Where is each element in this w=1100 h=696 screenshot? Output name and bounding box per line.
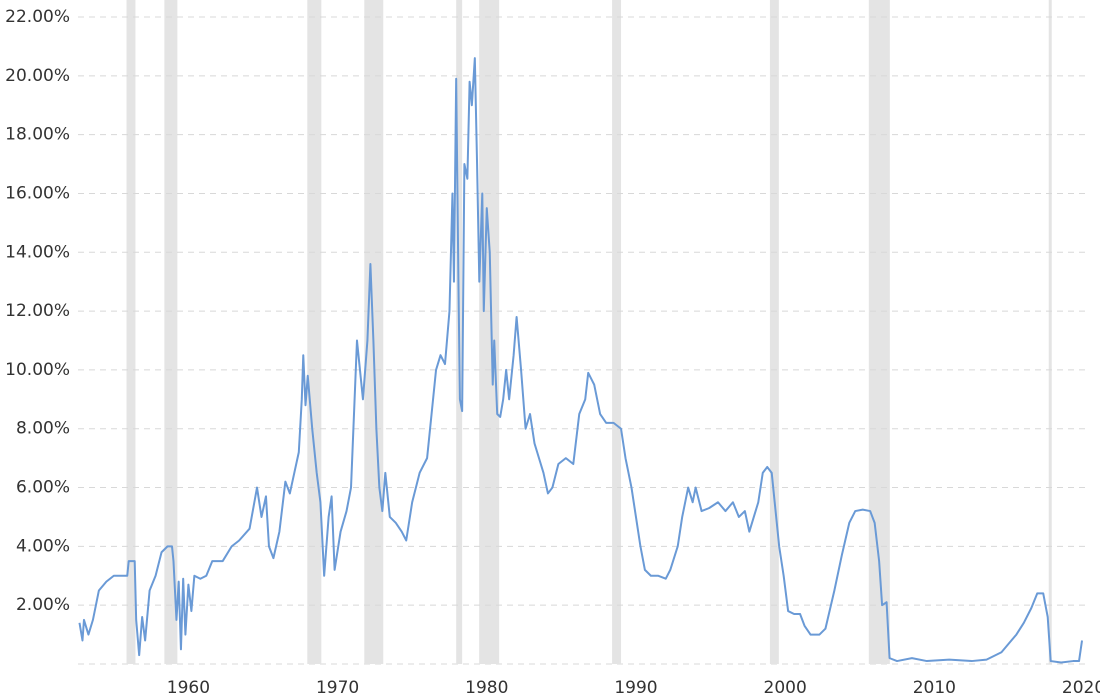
- y-tick-label: 10.00%: [5, 360, 70, 380]
- rate-line: [78, 57, 1084, 664]
- y-tick-label: 12.00%: [5, 301, 70, 321]
- y-tick-label: 4.00%: [16, 536, 70, 556]
- y-tick-label: 14.00%: [5, 242, 70, 262]
- x-tick-label: 2010: [913, 678, 956, 696]
- recession-band: [479, 0, 500, 664]
- recession-band: [1048, 0, 1052, 664]
- y-tick-label: 16.00%: [5, 183, 70, 203]
- recession-band: [868, 0, 890, 664]
- recession-band: [307, 0, 322, 664]
- recession-band: [769, 0, 779, 664]
- recession-band: [612, 0, 622, 664]
- x-tick-label: 2000: [764, 678, 807, 696]
- y-tick-label: 18.00%: [5, 125, 70, 145]
- recession-band: [164, 0, 178, 664]
- x-tick-label: 1990: [614, 678, 657, 696]
- x-tick-label: 1970: [316, 678, 359, 696]
- x-tick-label: 2020: [1062, 678, 1100, 696]
- y-tick-label: 6.00%: [16, 478, 70, 498]
- x-tick-label: 1960: [167, 678, 210, 696]
- recession-band: [126, 0, 136, 664]
- y-tick-label: 8.00%: [16, 419, 70, 439]
- y-tick-label: 2.00%: [16, 595, 70, 615]
- y-tick-label: 20.00%: [5, 66, 70, 86]
- y-tick-label: 22.00%: [5, 7, 70, 27]
- x-tick-label: 1980: [465, 678, 508, 696]
